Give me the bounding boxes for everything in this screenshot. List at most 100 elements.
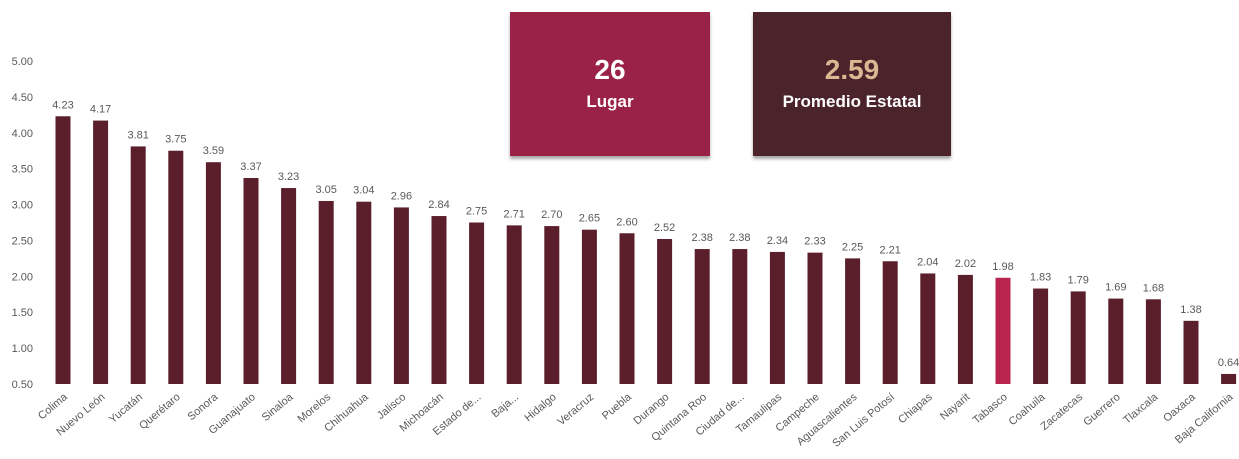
- value-label: 2.52: [654, 222, 675, 234]
- y-tick-label: 4.00: [12, 128, 33, 140]
- value-label: 1.69: [1105, 282, 1126, 294]
- rank-label: Lugar: [586, 92, 634, 111]
- value-label: 2.21: [879, 244, 900, 256]
- bar: [1145, 299, 1161, 384]
- bar: [807, 252, 823, 384]
- bar: [93, 120, 109, 384]
- value-label: 3.23: [278, 171, 299, 183]
- bar: [1183, 320, 1199, 384]
- x-tick-label: Sinaloa: [260, 391, 296, 424]
- bar: [1221, 373, 1237, 384]
- x-tick-label: Querétaro: [137, 391, 183, 432]
- x-tick-label: Zacatecas: [1039, 391, 1086, 433]
- bar: [920, 273, 936, 384]
- rank-value: 26: [594, 54, 626, 85]
- y-tick-label: 3.00: [12, 200, 33, 212]
- bar: [469, 222, 485, 384]
- x-tick-label: Puebla: [600, 391, 635, 423]
- bar: [55, 116, 71, 384]
- bar: [1108, 298, 1124, 384]
- x-tick-label: Hidalgo: [522, 391, 558, 424]
- value-label: 2.60: [616, 216, 637, 228]
- x-tick-label: Nayarit: [938, 391, 972, 423]
- bar: [544, 226, 560, 384]
- y-tick-label: 3.50: [12, 164, 33, 176]
- y-tick-label: 4.50: [12, 92, 33, 104]
- y-tick-label: 0.50: [12, 379, 33, 391]
- bar: [657, 239, 673, 384]
- bar: [769, 251, 785, 384]
- bar: [243, 177, 259, 384]
- x-tick-label: Chiapas: [896, 391, 935, 426]
- bar: [619, 233, 635, 384]
- value-label: 2.25: [842, 241, 863, 253]
- value-label: 2.38: [691, 232, 712, 244]
- bar: [281, 188, 297, 384]
- bar: [995, 277, 1011, 384]
- value-label: 1.38: [1180, 304, 1201, 316]
- bar: [882, 261, 898, 384]
- y-tick-label: 1.00: [12, 343, 33, 355]
- x-tick-label: Veracruz: [555, 391, 596, 428]
- value-label: 2.38: [729, 232, 750, 244]
- value-label: 1.79: [1067, 274, 1088, 286]
- bar: [168, 150, 184, 384]
- state-average-label: Promedio Estatal: [782, 92, 922, 111]
- value-label: 3.37: [240, 161, 261, 173]
- value-label: 3.05: [315, 184, 336, 196]
- y-axis: 0.50 1.00 1.50 2.00 2.50 3.00 3.50 4.00 4.50 5.00: [12, 56, 33, 391]
- x-tick-label: Guerrero: [1081, 391, 1122, 428]
- y-tick-label: 2.00: [12, 271, 33, 283]
- value-label: 4.23: [52, 99, 73, 111]
- value-label: 3.75: [165, 134, 186, 146]
- bar: [431, 216, 447, 384]
- y-tick-label: 2.50: [12, 235, 33, 247]
- bar: [130, 146, 146, 384]
- bar: [957, 274, 973, 384]
- bar: [1033, 288, 1049, 384]
- bar: [845, 258, 861, 384]
- y-tick-label: 1.50: [12, 307, 33, 319]
- value-label: 4.17: [90, 104, 111, 116]
- bar: [393, 207, 409, 384]
- x-tick-label: Tlaxcala: [1121, 391, 1161, 427]
- bar: [205, 162, 221, 384]
- value-label: 3.59: [203, 145, 224, 157]
- value-label: 1.68: [1143, 282, 1164, 294]
- bar: [356, 201, 372, 384]
- bar: [1070, 291, 1086, 384]
- bars-group: [55, 116, 1237, 384]
- value-label: 0.64: [1218, 357, 1239, 369]
- bar: [581, 229, 597, 384]
- value-label: 2.70: [541, 209, 562, 221]
- bar: [506, 225, 522, 384]
- rank-card: 26 Lugar: [510, 12, 710, 156]
- bar: [318, 200, 334, 384]
- value-label: 1.98: [992, 261, 1013, 273]
- value-label: 1.83: [1030, 272, 1051, 284]
- value-label: 2.84: [428, 199, 449, 211]
- value-labels-group: 4.23 4.17 3.81 3.75 3.59 3.37 3.23 3.05 3.04 2.96…: [52, 99, 1239, 369]
- value-label: 2.33: [804, 236, 825, 248]
- value-label: 2.71: [503, 208, 524, 220]
- bar: [732, 249, 748, 384]
- bar: [694, 249, 710, 384]
- x-tick-label: Sonora: [185, 391, 221, 424]
- x-tick-label: Tabasco: [971, 391, 1010, 427]
- state-average-value: 2.59: [824, 54, 880, 85]
- x-tick-label: Jalisco: [375, 391, 408, 422]
- x-tick-label: Colima: [36, 391, 71, 423]
- value-label: 3.81: [127, 129, 148, 141]
- value-label: 2.96: [391, 190, 412, 202]
- value-label: 2.34: [767, 235, 788, 247]
- value-label: 3.04: [353, 185, 374, 197]
- value-label: 2.75: [466, 206, 487, 218]
- y-tick-label: 5.00: [12, 56, 33, 68]
- value-label: 2.02: [955, 258, 976, 270]
- value-label: 2.04: [917, 256, 938, 268]
- state-average-card: 2.59 Promedio Estatal: [753, 12, 951, 156]
- value-label: 2.65: [579, 213, 600, 225]
- x-tick-label: Baja...: [490, 391, 522, 420]
